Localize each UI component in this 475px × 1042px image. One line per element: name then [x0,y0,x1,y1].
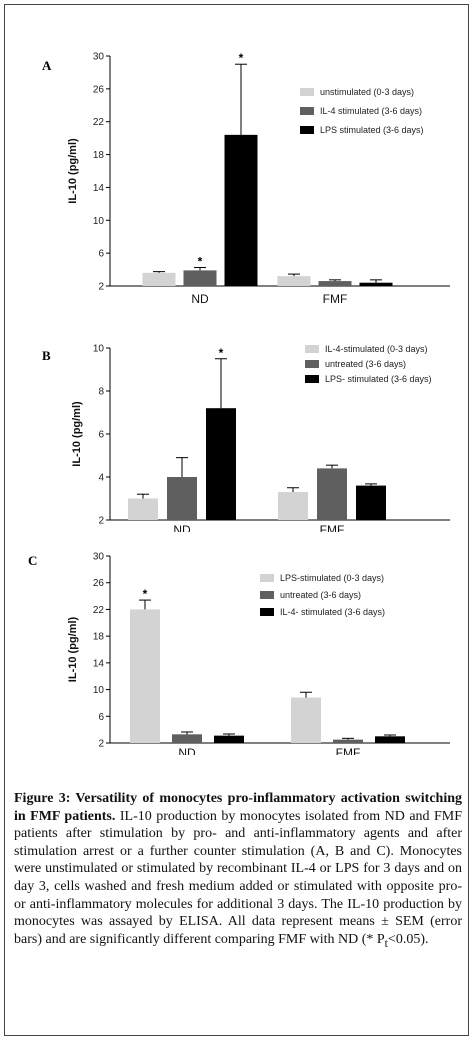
x-category-label: FMF [323,292,348,306]
legend-label: IL-4 stimulated (3-6 days) [320,106,422,116]
legend-label: IL-4-stimulated (0-3 days) [325,344,428,354]
panel-label: C [28,553,37,568]
y-tick-label: 30 [93,52,105,63]
legend-label: untreated (3-6 days) [325,359,406,369]
legend-swatch [300,88,314,96]
legend-label: LPS stimulated (3-6 days) [320,125,424,135]
bar [130,609,160,743]
y-tick-label: 14 [93,658,105,669]
panel-label: B [42,348,51,363]
bar [172,734,202,743]
legend-label: LPS-stimulated (0-3 days) [280,573,384,583]
y-tick-label: 18 [93,150,105,161]
caption-title: Figure 3: Versatility of monocytes pro-i… [14,791,462,824]
y-tick-label: 14 [93,183,105,194]
bar [333,739,363,743]
legend-swatch [260,591,274,599]
y-tick-label: 30 [93,552,105,563]
legend-swatch [300,107,314,115]
y-tick-label: 6 [98,712,104,723]
x-category-label: FMF [320,523,345,532]
y-tick-label: 26 [93,84,105,95]
bar [224,134,258,286]
bar [318,281,352,286]
bar [375,736,405,743]
x-category-label: ND [173,523,191,532]
legend-swatch [305,360,319,368]
y-tick-label: 6 [98,249,104,260]
y-axis-label: IL-10 (pg/ml) [71,401,83,467]
y-tick-label: 22 [93,605,105,616]
legend-label: IL-4- stimulated (3-6 days) [280,607,385,617]
legend-swatch [305,345,319,353]
significance-star: * [198,255,203,269]
legend-swatch [300,126,314,134]
bar [206,408,236,520]
y-tick-label: 18 [93,632,105,643]
y-tick-label: 2 [98,516,104,527]
y-axis-label: IL-10 (pg/ml) [67,138,79,204]
significance-star: * [219,346,224,360]
bar [277,276,311,286]
significance-star: * [143,587,148,601]
y-tick-label: 22 [93,117,105,128]
bar [142,272,176,286]
bar [214,735,244,743]
y-tick-label: 8 [98,387,104,398]
bar [128,498,158,520]
y-tick-label: 2 [98,739,104,750]
bar [359,282,393,286]
y-tick-label: 4 [98,473,104,484]
panel-label: A [42,58,52,73]
bar [278,492,308,520]
y-tick-label: 6 [98,430,104,441]
y-tick-label: 10 [93,685,105,696]
figure-caption: Figure 3: Versatility of monocytes pro-i… [14,790,462,952]
bar [317,468,347,520]
y-tick-label: 2 [98,282,104,293]
legend-label: unstimulated (0-3 days) [320,87,414,97]
legend-swatch [260,608,274,616]
x-category-label: FMF [336,746,361,755]
significance-star: * [239,51,244,65]
y-tick-label: 10 [93,344,105,355]
bar [167,477,197,520]
x-category-label: ND [178,746,196,755]
legend-swatch [305,375,319,383]
caption-end: <0.05). [387,931,429,947]
y-tick-label: 26 [93,578,105,589]
legend-label: untreated (3-6 days) [280,590,361,600]
bar [291,697,321,743]
caption-subscript: t [384,936,388,950]
legend-swatch [260,574,274,582]
y-tick-label: 10 [93,216,105,227]
bar [183,270,217,286]
x-category-label: ND [191,292,209,306]
bar [356,485,386,520]
legend-label: LPS- stimulated (3-6 days) [325,374,432,384]
y-axis-label: IL-10 (pg/ml) [67,616,79,682]
caption-body: IL-10 production by monocytes isolated f… [14,808,463,947]
chart-panel-b: B 2 4 6 8 10 IL-10 (pg/ml) * ND FMF IL-4-stimulate… [42,344,450,532]
